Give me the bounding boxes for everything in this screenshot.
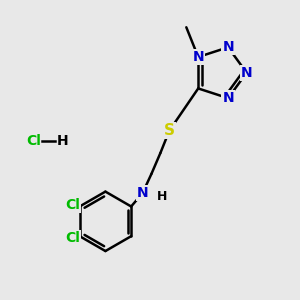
- Text: S: S: [164, 123, 175, 138]
- Text: N: N: [192, 50, 204, 64]
- Text: N: N: [222, 91, 234, 105]
- Text: Cl: Cl: [65, 198, 80, 212]
- Text: N: N: [241, 66, 252, 80]
- Text: N: N: [222, 40, 234, 54]
- Text: Cl: Cl: [65, 231, 80, 245]
- Text: Cl: Cl: [27, 134, 41, 148]
- Text: N: N: [137, 186, 148, 200]
- Text: H: H: [56, 134, 68, 148]
- Text: H: H: [157, 190, 167, 202]
